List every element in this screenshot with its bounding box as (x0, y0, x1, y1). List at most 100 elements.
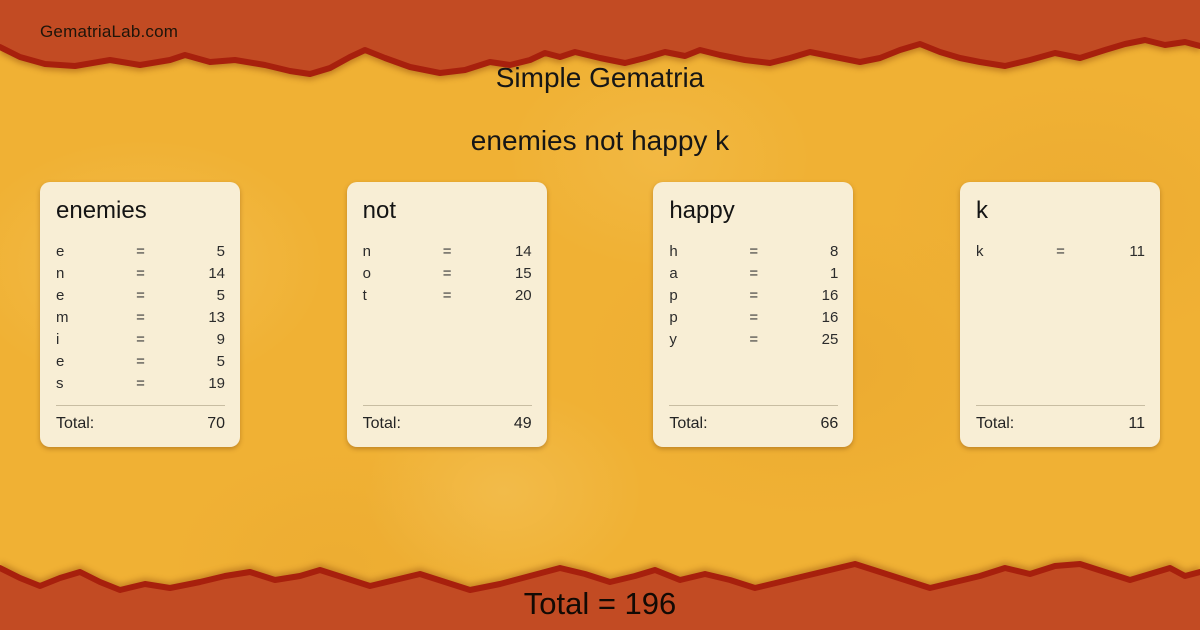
phrase-text: enemies not happy k (470, 125, 730, 156)
word-title: happy (669, 197, 735, 224)
grand-total-text: Total = 196 (523, 586, 677, 621)
letter-rows: n = 14 o = 15 t = 20 (363, 241, 532, 307)
letter-value: 9 (216, 331, 225, 349)
letter-rows: k = 11 (976, 241, 1145, 263)
equals-sign: = (749, 243, 759, 261)
letter: y (669, 331, 677, 349)
equals-sign: = (749, 309, 759, 327)
word-cards-row: enemies e = 5 n = 14 e = 5 m = 13 i = 9 … (40, 182, 1160, 447)
letter-value: 14 (514, 243, 532, 261)
top-torn-band (0, 0, 1200, 77)
letter-value: 8 (829, 243, 839, 261)
letter-row: s = 19 (56, 373, 225, 395)
top-torn-edge (0, 0, 1200, 77)
letter: s (56, 375, 64, 393)
card-total-label: Total: (362, 415, 401, 432)
equals-sign: = (442, 265, 452, 283)
letter-row: h = 8 (669, 241, 838, 263)
word-title: not (362, 197, 397, 224)
letter: i (56, 331, 60, 349)
letter-value: 15 (514, 265, 532, 283)
word-card: happy h = 8 a = 1 p = 16 p = 16 y = 25 T… (653, 182, 854, 447)
equals-sign: = (442, 243, 452, 261)
card-total-row: Total: 11 (976, 415, 1145, 433)
letter: e (56, 353, 65, 371)
card-total-label: Total: (975, 415, 1015, 432)
letter-row: y = 25 (669, 329, 838, 351)
letter: e (56, 243, 65, 261)
letter: a (669, 265, 678, 283)
letter-row: e = 5 (56, 351, 225, 373)
equals-sign: = (136, 309, 145, 327)
letter-value: 5 (216, 287, 225, 305)
site-logo-text: GematriaLab.com (40, 22, 179, 41)
card-total-value: 70 (207, 415, 225, 432)
equals-sign: = (1056, 243, 1065, 261)
equals-sign: = (136, 265, 145, 283)
letter-value: 13 (208, 309, 225, 327)
letter: o (362, 265, 371, 283)
letter-row: n = 14 (56, 263, 225, 285)
card-total-label: Total: (669, 415, 708, 432)
card-total-value: 66 (820, 415, 839, 432)
card-total-row: Total: 66 (669, 415, 838, 433)
letter-row: p = 16 (669, 307, 838, 329)
equals-sign: = (136, 375, 145, 393)
letter-value: 16 (821, 309, 839, 327)
card-total-row: Total: 70 (56, 415, 225, 433)
card-total-value: 49 (513, 415, 532, 432)
letter: n (56, 265, 65, 283)
card-spacer (976, 263, 1145, 405)
equals-sign: = (136, 287, 145, 305)
card-total-label: Total: (56, 415, 95, 432)
letter: h (669, 243, 678, 261)
letter-rows: e = 5 n = 14 e = 5 m = 13 i = 9 e = 5 s … (56, 241, 225, 395)
letter: n (362, 243, 371, 261)
letter-row: e = 5 (56, 241, 225, 263)
letter: t (362, 287, 367, 305)
equals-sign: = (749, 265, 759, 283)
letter-row: n = 14 (363, 241, 532, 263)
card-total-value: 11 (1128, 415, 1145, 432)
letter-value: 5 (216, 243, 225, 261)
letter-row: p = 16 (669, 285, 838, 307)
letter: k (975, 243, 984, 261)
card-divider (56, 405, 225, 406)
equals-sign: = (136, 353, 145, 371)
letter-value: 11 (1129, 243, 1145, 261)
letter-value: 5 (216, 353, 225, 371)
letter-value: 25 (821, 331, 839, 349)
bottom-torn-edge (0, 561, 1200, 630)
equals-sign: = (749, 287, 759, 305)
card-spacer (669, 351, 838, 405)
letter-row: m = 13 (56, 307, 225, 329)
card-spacer (363, 307, 532, 405)
word-title: enemies (56, 197, 147, 224)
card-total-row: Total: 49 (363, 415, 532, 433)
equals-sign: = (136, 331, 145, 349)
word-card: k k = 11 Total: 11 (959, 182, 1160, 447)
word-card: enemies e = 5 n = 14 e = 5 m = 13 i = 9 … (40, 182, 240, 447)
card-spacer (56, 395, 225, 405)
letter: p (669, 287, 678, 305)
bottom-torn-band (0, 561, 1200, 630)
letter-value: 20 (514, 287, 532, 305)
letter-row: t = 20 (363, 285, 532, 307)
card-divider (669, 405, 839, 406)
letter-value: 19 (208, 375, 225, 393)
letter-row: k = 11 (976, 241, 1145, 263)
letter-row: i = 9 (56, 329, 225, 351)
letter: e (56, 287, 65, 305)
word-title: k (975, 197, 988, 224)
page-title: Simple Gematria (495, 62, 705, 93)
letter-value: 16 (821, 287, 839, 305)
equals-sign: = (136, 243, 145, 261)
equals-sign: = (442, 287, 452, 305)
letter: m (56, 309, 69, 327)
word-card: not n = 14 o = 15 t = 20 Total: 49 (346, 182, 547, 447)
letter-value: 14 (208, 265, 225, 283)
letter-value: 1 (829, 265, 839, 283)
letter: p (669, 309, 678, 327)
letter-row: o = 15 (363, 263, 532, 285)
